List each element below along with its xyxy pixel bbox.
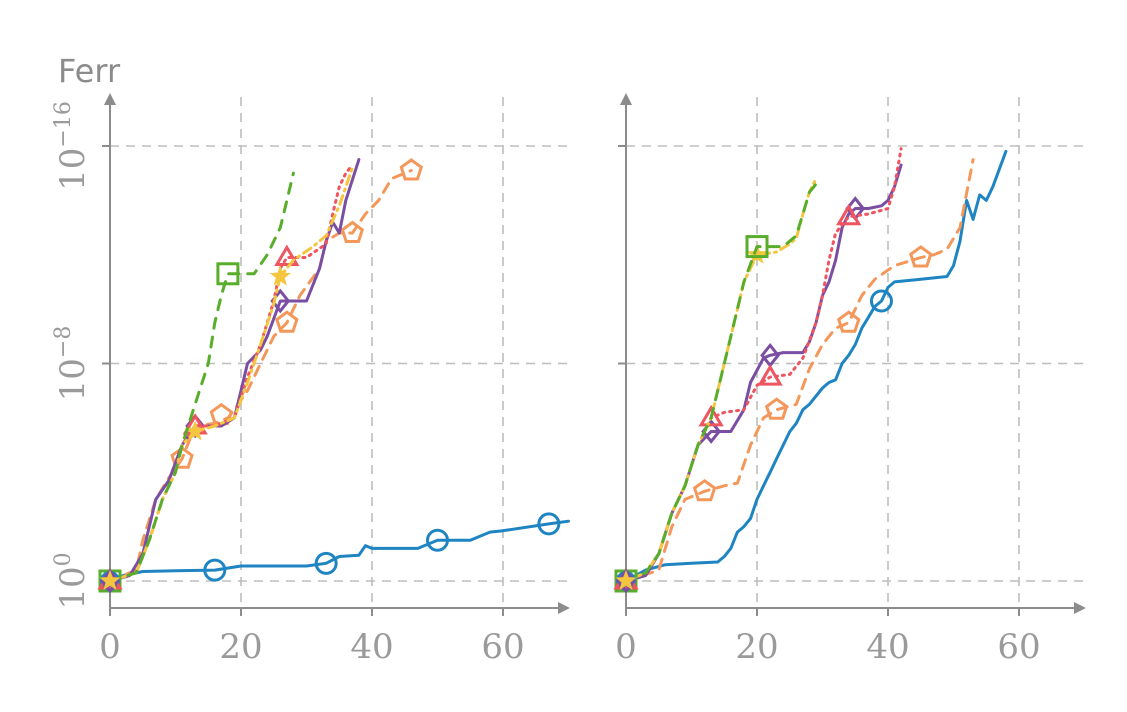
y-axis-arrow [620,93,632,105]
start-star-marker [615,569,637,591]
series-star [108,166,354,583]
y-tick-label: 10−16 [51,101,93,191]
panel-right: 0 20 40 60 [613,93,1086,667]
series-line-pentagon [624,158,975,583]
x-tick-label: 40 [350,627,393,667]
series-line-square [108,171,295,583]
x-tick-label: 20 [219,627,262,667]
marker-square [216,262,240,286]
marker-star [746,243,768,264]
series-line-diamond [108,158,361,583]
marker-square [745,235,769,259]
series-circle [108,512,570,583]
start-star-marker [99,569,121,591]
marker-star [269,265,291,286]
marker-triangle [274,244,300,266]
y-tick-label: 100 [51,552,93,609]
marker-triangle [698,404,724,427]
x-tick-label: 20 [735,627,778,667]
series-diamond [108,158,361,583]
marker-pentagon [399,158,424,181]
marker-triangle [836,203,862,226]
marker-circle [203,558,227,582]
y-axis-arrow [104,93,116,105]
series-line-square [624,182,818,583]
marker-circle [314,551,338,575]
panel-left: 0 20 40 60 100 10−8 10−16 [51,93,572,667]
y-tick-label: 10−8 [51,326,93,402]
marker-pentagon [692,478,717,502]
series-triangle [624,147,903,583]
series-line-diamond [624,163,903,583]
x-axis-arrow [558,602,570,614]
x-tick-label: 60 [481,627,524,667]
marker-pentagon [836,310,861,333]
x-tick-label: 0 [99,627,121,667]
marker-circle [426,528,449,552]
series-line-circle [108,519,570,583]
marker-pentagon [340,220,365,243]
x-axis-arrow [1074,602,1086,614]
series-line-triangle [108,163,354,583]
series-line-star [108,166,354,583]
start-marker-stack [613,568,639,594]
series-line-circle [624,149,1008,583]
series-square [108,171,295,583]
marker-circle [537,512,561,536]
marker-pentagon [909,245,933,268]
x-tick-label: 0 [615,627,637,667]
y-axis-title: Ferr [58,52,121,90]
x-tick-label: 60 [997,627,1040,667]
series-circle [624,149,1008,583]
marker-triangle [757,364,783,386]
series-line-triangle [624,147,903,583]
marker-pentagon [170,446,194,469]
series-diamond [624,163,903,583]
series-square [624,182,818,583]
x-tick-label: 40 [866,627,909,667]
series-triangle [108,163,354,583]
start-marker-stack [97,568,123,594]
marker-circle [869,289,893,313]
marker-pentagon [764,397,789,420]
marker-pentagon [275,310,299,333]
series-pentagon [624,158,975,583]
